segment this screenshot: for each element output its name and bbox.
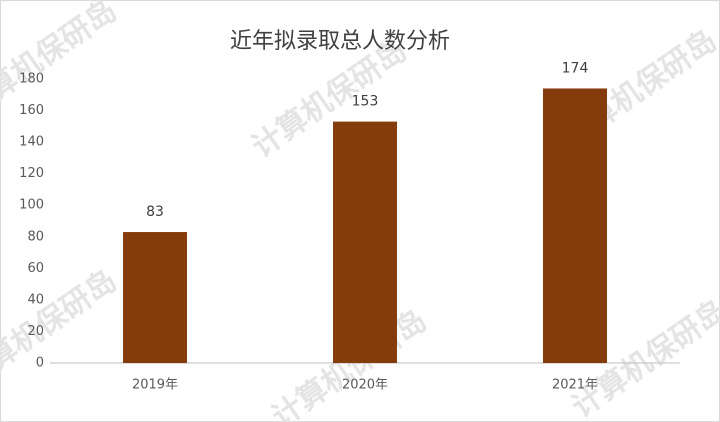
y-tick-label: 180 [19,72,44,87]
bar [543,88,607,363]
x-tick-label: 2020年 [342,378,388,393]
value-label: 174 [562,60,589,76]
y-tick-label: 0 [36,356,44,371]
y-tick-label: 60 [27,261,44,276]
y-tick-label: 160 [19,103,44,118]
chart-title: 近年拟录取总人数分析 [230,29,450,54]
y-tick-label: 120 [19,166,44,181]
value-label: 153 [352,94,379,110]
x-tick-label: 2021年 [552,378,598,393]
bar [333,121,397,363]
y-tick-label: 100 [19,198,44,213]
y-tick-label: 40 [27,292,44,307]
y-tick-label: 140 [19,135,44,150]
bar [123,232,187,363]
x-tick-label: 2019年 [132,378,178,393]
value-label: 83 [146,204,164,220]
y-tick-label: 20 [27,324,44,339]
y-tick-label: 80 [27,229,44,244]
